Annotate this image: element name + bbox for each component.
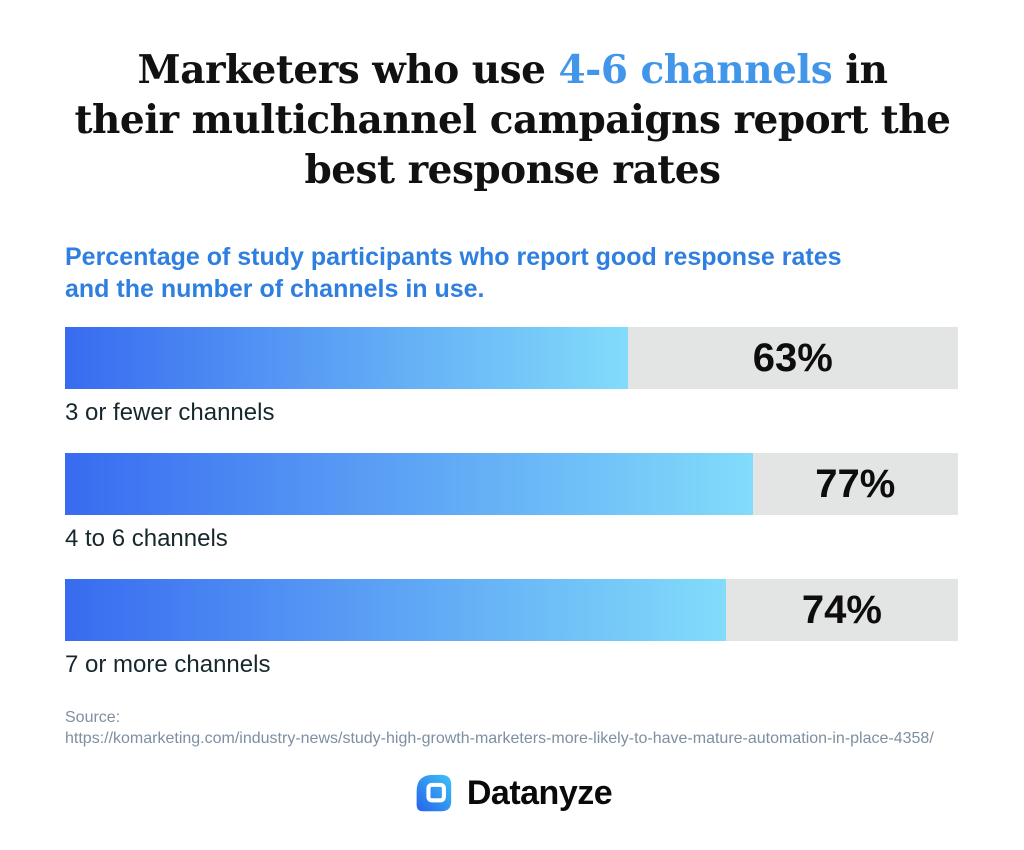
title-highlight: 4-6 channels	[558, 47, 833, 93]
subtitle-line2: and the number of channels in use.	[65, 275, 485, 303]
infographic-page: Marketers who use 4-6 channels in their …	[65, 45, 960, 814]
bar-fill	[65, 453, 753, 515]
bar-track: 77%	[65, 453, 958, 515]
bar-track: 74%	[65, 579, 958, 641]
bar-chart: 63% 3 or fewer channels 77% 4 to 6 chann…	[65, 327, 960, 677]
brand-wordmark: Datanyze	[466, 774, 613, 812]
bar-category-label: 4 to 6 channels	[65, 525, 228, 552]
title-text-before: Marketers who use	[137, 47, 559, 93]
brand-footer: Datanyze	[65, 773, 960, 814]
title-line3: best response rates	[304, 147, 721, 193]
title-line2: their multichannel campaigns report the	[74, 97, 951, 143]
bar-row: 63% 3 or fewer channels	[65, 327, 960, 425]
source-attribution: Source: https://komarketing.com/industry…	[65, 707, 960, 749]
title-text-after: in	[832, 47, 888, 93]
bar-fill	[65, 327, 628, 389]
bar-category-label: 3 or fewer channels	[65, 399, 275, 426]
chart-subtitle: Percentage of study participants who rep…	[65, 241, 960, 305]
bar-value-label: 77%	[815, 461, 896, 506]
bar-track: 63%	[65, 327, 958, 389]
bar-fill	[65, 579, 726, 641]
page-title: Marketers who use 4-6 channels in their …	[65, 45, 960, 195]
bar-value-label: 63%	[752, 335, 833, 380]
bar-row: 74% 7 or more channels	[65, 579, 960, 677]
source-url: https://komarketing.com/industry-news/st…	[65, 730, 934, 747]
source-label: Source:	[65, 709, 121, 726]
bar-value-label: 74%	[801, 587, 882, 632]
datanyze-logo-icon	[416, 774, 452, 812]
subtitle-line1: Percentage of study participants who rep…	[65, 243, 842, 271]
bar-category-label: 7 or more channels	[65, 651, 271, 678]
bar-row: 77% 4 to 6 channels	[65, 453, 960, 551]
